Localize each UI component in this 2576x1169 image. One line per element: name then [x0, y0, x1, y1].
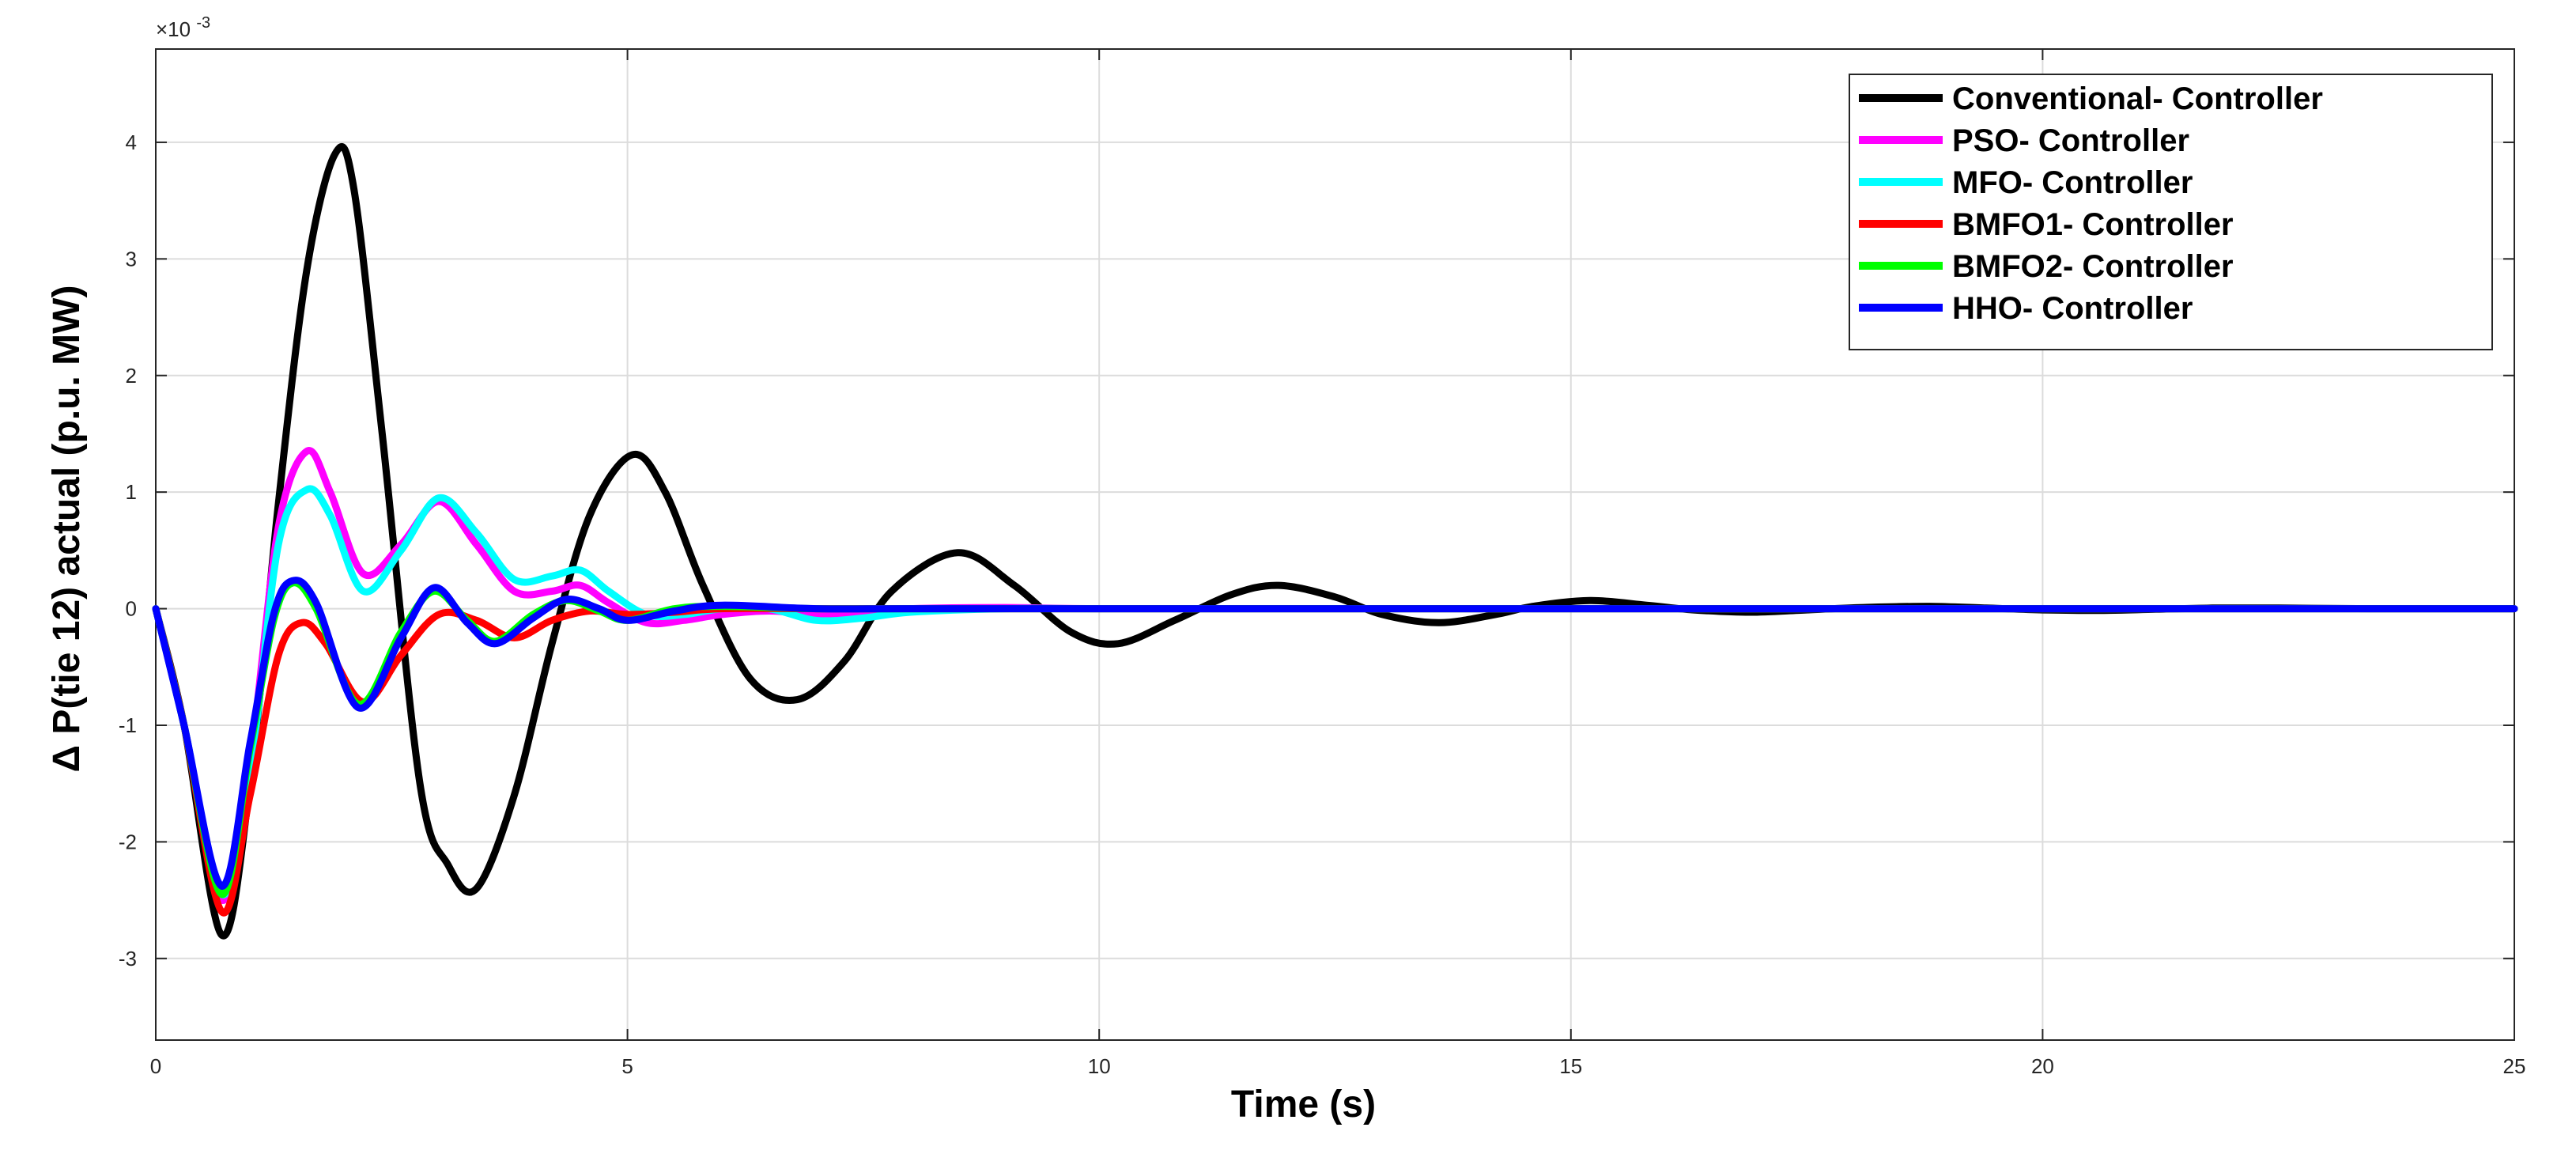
y-tick-label: 3	[126, 247, 137, 270]
series-line-bmfo1-controller	[152, 604, 2518, 917]
series-line-bmfo2-controller	[152, 579, 2518, 899]
y-axis-title: Δ P(tie 12) actual (p.u. MW)	[46, 286, 88, 773]
legend-box	[1849, 74, 2493, 350]
axis-ticks: 0 5 10 15 20 25 -3 -2 -1 0 1 2 3 4	[119, 49, 2526, 1078]
legend-entry-label: BMFO1- Controller	[1952, 207, 2234, 242]
x-tick-label: 15	[1559, 1054, 1582, 1078]
x-tick-label: 25	[2503, 1054, 2526, 1078]
legend-entry-label: MFO- Controller	[1952, 165, 2193, 200]
legend-entry-label: BMFO2- Controller	[1952, 249, 2234, 284]
y-exponent-power: -3	[196, 14, 210, 32]
series-group	[152, 143, 2518, 940]
x-tick-label: 0	[150, 1054, 161, 1078]
y-tick-label: 0	[126, 597, 137, 621]
x-axis-title: Time (s)	[1231, 1084, 1376, 1125]
legend-entry-label: PSO- Controller	[1952, 123, 2189, 158]
y-tick-label: 1	[126, 480, 137, 504]
legend: Conventional- Controller PSO- Controller M…	[1849, 74, 2493, 350]
y-tick-label: -3	[119, 947, 137, 970]
x-tick-label: 10	[1088, 1054, 1111, 1078]
y-exponent-base: ×10	[156, 17, 191, 41]
legend-entry-label: Conventional- Controller	[1952, 81, 2323, 116]
plot-area	[155, 48, 2515, 1041]
series-line-hho-controller	[152, 577, 2518, 890]
x-tick-label: 5	[621, 1054, 633, 1078]
legend-entry-label: HHO- Controller	[1952, 291, 2193, 326]
series-line-pso-controller	[152, 447, 2518, 904]
y-tick-label: 4	[126, 131, 137, 154]
y-tick-label: -1	[119, 713, 137, 737]
series-line-mfo-controller	[152, 485, 2518, 899]
y-exponent-label: ×10 -3	[156, 14, 210, 41]
y-tick-label: 2	[126, 364, 137, 388]
x-tick-label: 20	[2031, 1054, 2054, 1078]
y-tick-label: -2	[119, 830, 137, 853]
